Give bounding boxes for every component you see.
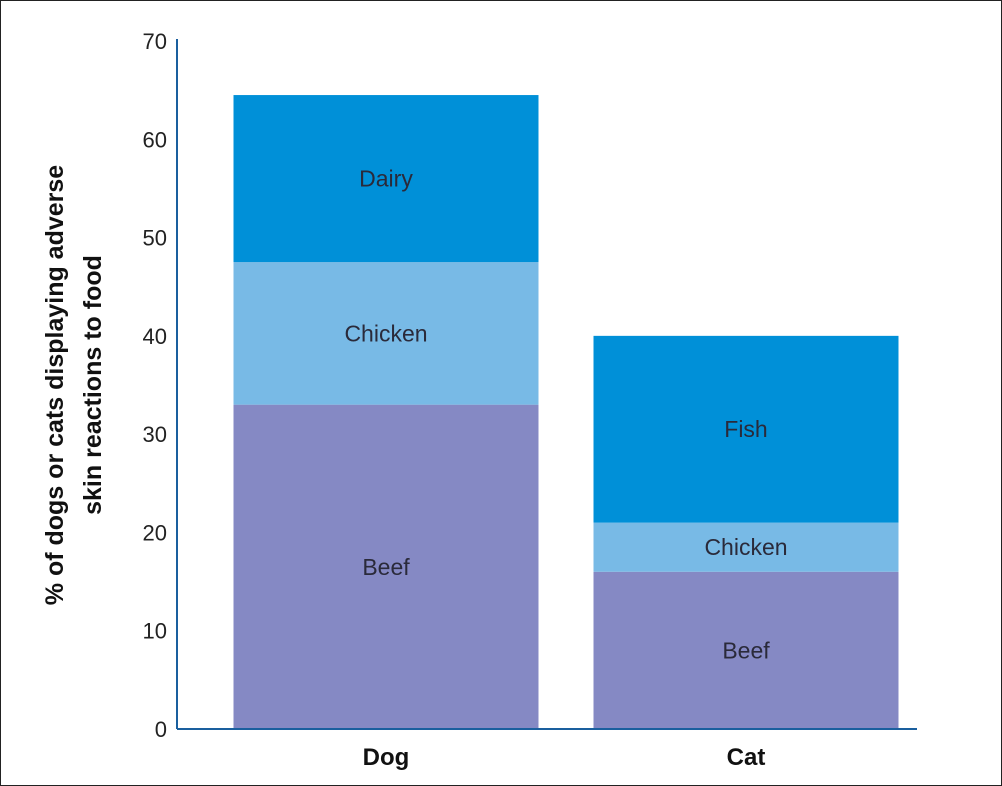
y-tick-label-10: 10 (143, 619, 167, 644)
segment-label-cat-beef: Beef (722, 637, 770, 663)
x-tick-label-dog: Dog (363, 744, 410, 771)
y-tick-labels: 0 10 20 30 40 50 60 70 (143, 29, 167, 742)
y-tick-label-20: 20 (143, 520, 167, 545)
x-tick-labels: Dog Cat (363, 744, 766, 771)
y-tick-label-0: 0 (155, 717, 167, 742)
axes-layer (176, 39, 917, 730)
bar-segment-cat-beef (593, 571, 899, 729)
bar-segment-cat-fish (593, 335, 899, 523)
segment-label-cat-fish: Fish (724, 416, 767, 442)
segment-label-dog-dairy: Dairy (359, 166, 413, 192)
bars-layer: Beef Chicken Dairy Beef Chicken Fish (233, 95, 899, 729)
segment-label-dog-chicken: Chicken (344, 320, 427, 346)
segment-label-cat-chicken: Chicken (704, 534, 787, 560)
bar-segment-dog-dairy (233, 95, 539, 263)
y-axis-title: % of dogs or cats displaying adverse ski… (41, 165, 107, 606)
segment-label-dog-beef: Beef (362, 554, 410, 580)
y-axis-title-line-1: % of dogs or cats displaying adverse (41, 165, 69, 606)
y-tick-label-60: 60 (143, 127, 167, 152)
y-tick-label-40: 40 (143, 324, 167, 349)
y-tick-label-30: 30 (143, 422, 167, 447)
bar-segment-dog-beef (233, 404, 539, 729)
y-tick-label-50: 50 (143, 226, 167, 251)
bar-segment-cat-chicken (593, 522, 899, 572)
x-tick-label-cat: Cat (727, 744, 766, 771)
y-axis-title-line-2: skin reactions to food (79, 255, 107, 515)
bar-segment-dog-chicken (233, 262, 539, 405)
y-tick-label-70: 70 (143, 29, 167, 54)
